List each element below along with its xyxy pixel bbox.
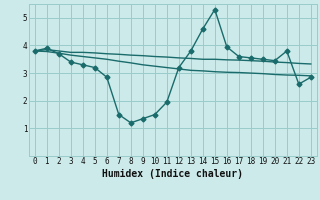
- X-axis label: Humidex (Indice chaleur): Humidex (Indice chaleur): [102, 169, 243, 179]
